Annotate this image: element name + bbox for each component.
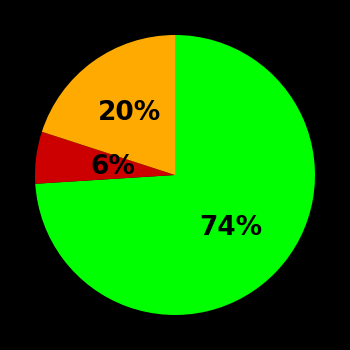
Wedge shape [42,35,175,175]
Text: 20%: 20% [98,100,161,126]
Wedge shape [35,132,175,184]
Wedge shape [35,35,315,315]
Text: 74%: 74% [199,215,263,241]
Text: 6%: 6% [90,154,135,180]
